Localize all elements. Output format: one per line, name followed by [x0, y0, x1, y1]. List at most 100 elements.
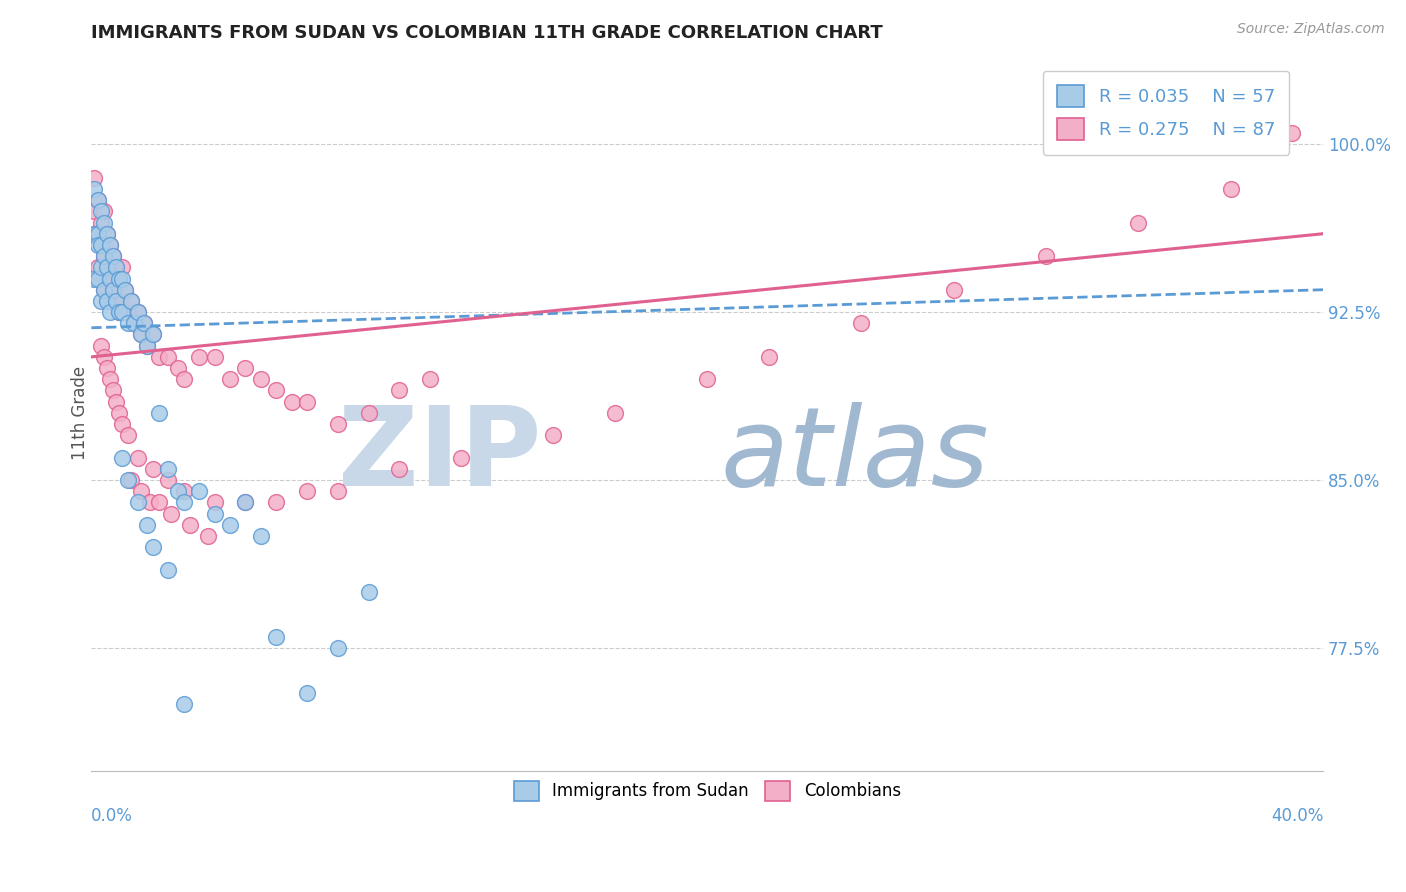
- Point: [419, 372, 441, 386]
- Point: [148, 406, 170, 420]
- Point: [96, 227, 118, 241]
- Point: [219, 372, 242, 386]
- Point: [86, 271, 108, 285]
- Point: [93, 204, 115, 219]
- Point: [90, 238, 112, 252]
- Point: [142, 540, 165, 554]
- Point: [90, 215, 112, 229]
- Point: [108, 271, 131, 285]
- Point: [83, 204, 105, 219]
- Point: [108, 406, 131, 420]
- Point: [90, 339, 112, 353]
- Point: [86, 260, 108, 275]
- Point: [249, 529, 271, 543]
- Point: [101, 283, 124, 297]
- Point: [295, 394, 318, 409]
- Point: [111, 450, 134, 465]
- Point: [120, 473, 142, 487]
- Point: [98, 271, 121, 285]
- Point: [233, 495, 256, 509]
- Point: [90, 293, 112, 308]
- Point: [86, 238, 108, 252]
- Point: [1219, 182, 1241, 196]
- Point: [603, 406, 626, 420]
- Point: [93, 283, 115, 297]
- Point: [98, 238, 121, 252]
- Point: [96, 293, 118, 308]
- Point: [942, 283, 965, 297]
- Point: [188, 484, 211, 499]
- Point: [90, 238, 112, 252]
- Point: [124, 316, 146, 330]
- Point: [96, 227, 118, 241]
- Point: [129, 484, 152, 499]
- Point: [142, 462, 165, 476]
- Point: [108, 305, 131, 319]
- Point: [233, 495, 256, 509]
- Point: [83, 170, 105, 185]
- Point: [96, 361, 118, 376]
- Point: [86, 227, 108, 241]
- Point: [135, 339, 157, 353]
- Point: [295, 686, 318, 700]
- Point: [127, 450, 149, 465]
- Point: [93, 215, 115, 229]
- Point: [117, 316, 139, 330]
- Point: [90, 271, 112, 285]
- Point: [179, 517, 201, 532]
- Text: atlas: atlas: [721, 402, 990, 509]
- Point: [96, 260, 118, 275]
- Point: [295, 484, 318, 499]
- Point: [160, 507, 183, 521]
- Point: [93, 249, 115, 263]
- Point: [233, 361, 256, 376]
- Point: [127, 495, 149, 509]
- Point: [90, 260, 112, 275]
- Point: [129, 327, 152, 342]
- Point: [166, 361, 188, 376]
- Point: [101, 249, 124, 263]
- Point: [1281, 126, 1303, 140]
- Point: [108, 271, 131, 285]
- Y-axis label: 11th Grade: 11th Grade: [72, 366, 89, 460]
- Point: [127, 305, 149, 319]
- Point: [357, 585, 380, 599]
- Point: [111, 260, 134, 275]
- Point: [111, 417, 134, 431]
- Text: IMMIGRANTS FROM SUDAN VS COLOMBIAN 11TH GRADE CORRELATION CHART: IMMIGRANTS FROM SUDAN VS COLOMBIAN 11TH …: [91, 24, 883, 42]
- Point: [93, 249, 115, 263]
- Point: [173, 484, 195, 499]
- Point: [83, 227, 105, 241]
- Point: [264, 630, 287, 644]
- Point: [117, 305, 139, 319]
- Point: [1128, 215, 1150, 229]
- Point: [1035, 249, 1057, 263]
- Point: [86, 227, 108, 241]
- Legend: Immigrants from Sudan, Colombians: Immigrants from Sudan, Colombians: [505, 772, 910, 809]
- Point: [543, 428, 565, 442]
- Point: [117, 473, 139, 487]
- Point: [111, 293, 134, 308]
- Point: [98, 305, 121, 319]
- Point: [104, 260, 127, 275]
- Point: [93, 283, 115, 297]
- Point: [326, 417, 349, 431]
- Point: [388, 384, 411, 398]
- Point: [120, 293, 142, 308]
- Point: [696, 372, 718, 386]
- Point: [127, 305, 149, 319]
- Point: [124, 316, 146, 330]
- Point: [117, 428, 139, 442]
- Point: [142, 327, 165, 342]
- Text: 0.0%: 0.0%: [91, 807, 134, 825]
- Point: [101, 283, 124, 297]
- Point: [157, 350, 180, 364]
- Point: [851, 316, 873, 330]
- Point: [96, 293, 118, 308]
- Point: [157, 462, 180, 476]
- Point: [132, 316, 155, 330]
- Point: [101, 384, 124, 398]
- Point: [93, 350, 115, 364]
- Point: [83, 182, 105, 196]
- Point: [98, 238, 121, 252]
